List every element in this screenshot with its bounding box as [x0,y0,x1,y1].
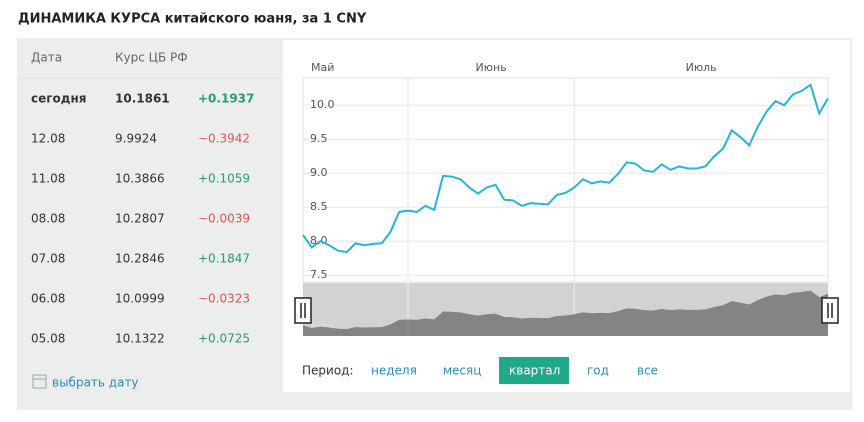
pick-date[interactable]: выбрать дату [52,376,139,390]
change: +0.0725 [198,332,250,346]
change: −0.0323 [198,292,250,306]
period-option[interactable]: квартал [509,364,560,378]
col-header: Курс ЦБ РФ [115,51,188,65]
rate: 10.0999 [115,292,165,306]
date: 07.08 [31,252,65,266]
rate: 10.3866 [115,172,165,186]
period-option[interactable]: месяц [443,364,481,378]
rate: 10.2846 [115,252,165,266]
change: −0.3942 [198,132,250,146]
y-tick-label: 8.0 [310,234,328,247]
y-tick-label: 10.0 [310,98,335,111]
icon-frame [32,374,47,389]
change: −0.0039 [198,212,250,226]
date: сегодня [31,92,86,106]
col-header: Дата [31,51,62,65]
date: 05.08 [31,332,65,346]
x-tick-label: Июнь [476,61,507,74]
handle-box [294,297,312,324]
y-tick-label: 9.5 [310,132,328,145]
period-option[interactable]: все [637,364,658,378]
calendar-icon[interactable] [32,374,47,389]
x-tick-label: Май [311,61,334,74]
period-label: Период: [302,364,354,378]
plot-area [302,77,829,283]
date: 11.08 [31,172,65,186]
navigator-area [303,290,828,336]
period-option[interactable]: неделя [371,364,417,378]
rate: 10.1322 [115,332,165,346]
navigator-handle[interactable] [294,297,312,324]
date: 06.08 [31,292,65,306]
y-tick-label: 8.5 [310,200,328,213]
rate: 10.2807 [115,212,165,226]
period-active [499,357,569,384]
change: +0.1847 [198,252,250,266]
date: 08.08 [31,212,65,226]
navigator-handle[interactable] [821,297,839,324]
handle-box [821,297,839,324]
y-tick-label: 9.0 [310,166,328,179]
change: +0.1937 [198,92,254,106]
rate: 10.1861 [115,92,170,106]
y-tick-label: 7.5 [310,268,328,281]
period-option[interactable]: год [587,364,609,378]
date: 12.08 [31,132,65,146]
rate: 9.9924 [115,132,157,146]
change: +0.1059 [198,172,250,186]
x-tick-label: Июль [686,61,717,74]
price-line [302,83,829,254]
title: ДИНАМИКА КУРСА китайского юаня, за 1 CNY [18,12,367,27]
